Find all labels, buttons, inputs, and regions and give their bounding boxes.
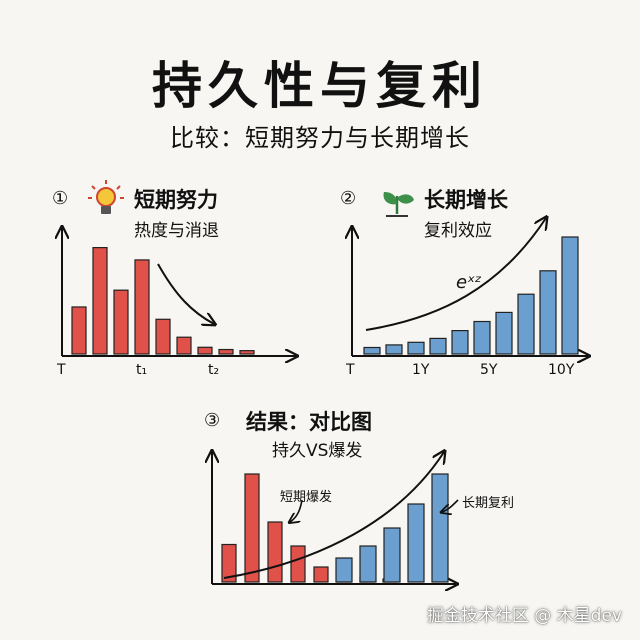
panel-2-bar-4 [451,330,469,355]
panel-3-red-bar-2 [267,521,283,583]
page-subtitle: 比较：短期努力与长期增长 [170,124,470,152]
panel-2-growth-curve [365,218,546,331]
panel-2-bar-5 [473,320,491,355]
panel-1-tick-0: T [57,362,66,378]
panel-1-bar-7 [218,348,234,355]
panel-2-bar-7 [517,293,535,355]
watermark: 掘金技术社区 @ 木星dev [426,606,622,626]
panel-3-axes [212,452,456,584]
panel-3-number: ③ [204,410,221,431]
panel-3-blue-bar-4 [431,473,449,583]
panel-1-bar-6 [197,346,213,355]
panel-2-number: ② [340,188,357,209]
panel-2-tick-1: 1Y [412,362,430,378]
panel-2-axes [352,228,588,356]
panel-2-tick-0: T [346,362,355,378]
panel-1-bar-5 [176,336,192,355]
panel-3-blue-bar-2 [383,527,401,583]
page-title: 持久性与复利 [152,57,488,115]
panel-2-bar-1 [385,344,403,355]
panel-1-bar-2 [113,289,129,355]
panel-2-bar-9 [561,236,579,355]
note-short-burst: 短期爆发 [280,490,333,505]
panel-1-bar-0 [71,306,87,355]
panel-3-blue-bar-0 [335,557,353,583]
panel-1-number: ① [52,188,69,209]
panel-1-caption: 热度与消退 [134,221,219,241]
panel-2-heading: 长期增长 [424,188,508,212]
lightbulb-icon [88,180,124,214]
panel-3-red-bar-1 [244,473,260,583]
panel-1-bar-8 [239,350,255,355]
panel-1-bar-1 [92,247,108,355]
panel-3-blue-bar-3 [407,503,425,583]
panel-3-blue-bar-1 [359,545,377,583]
panel-2-caption: 复利效应 [424,221,492,241]
panel-3-heading: 结果：对比图 [246,410,372,434]
panel-3-caption: 持久VS爆发 [272,441,363,461]
curve-label: eˣᶻ [456,272,482,293]
note-long-arrow [442,499,459,512]
panel-2-bar-0 [363,346,381,355]
note-short-arrow [290,499,303,522]
note-long-compound: 长期复利 [462,496,515,511]
panel-1-heading: 短期努力 [134,188,218,212]
panel-1-decay-arrow [157,263,214,324]
panel-3-red-bar-4 [313,566,329,583]
panel-1-tick-1: t₁ [136,362,148,378]
panel-1-bar-3 [134,259,150,355]
panel-3-growth-curve [223,452,444,579]
sprout-icon [383,192,414,217]
panel-3-red-bar-0 [221,543,237,583]
panel-2-bar-3 [429,337,447,355]
panel-2-tick-2: 5Y [480,362,498,378]
panel-2-bar-6 [495,311,513,355]
panel-1-tick-2: t₂ [208,362,220,378]
panel-1-bar-4 [155,318,171,355]
panel-3-red-bar-3 [290,545,306,583]
panel-1-axes [62,228,296,356]
panel-2-tick-3: 10Y [548,362,575,378]
panel-2-bar-8 [539,270,557,355]
panel-2-bar-2 [407,341,425,355]
